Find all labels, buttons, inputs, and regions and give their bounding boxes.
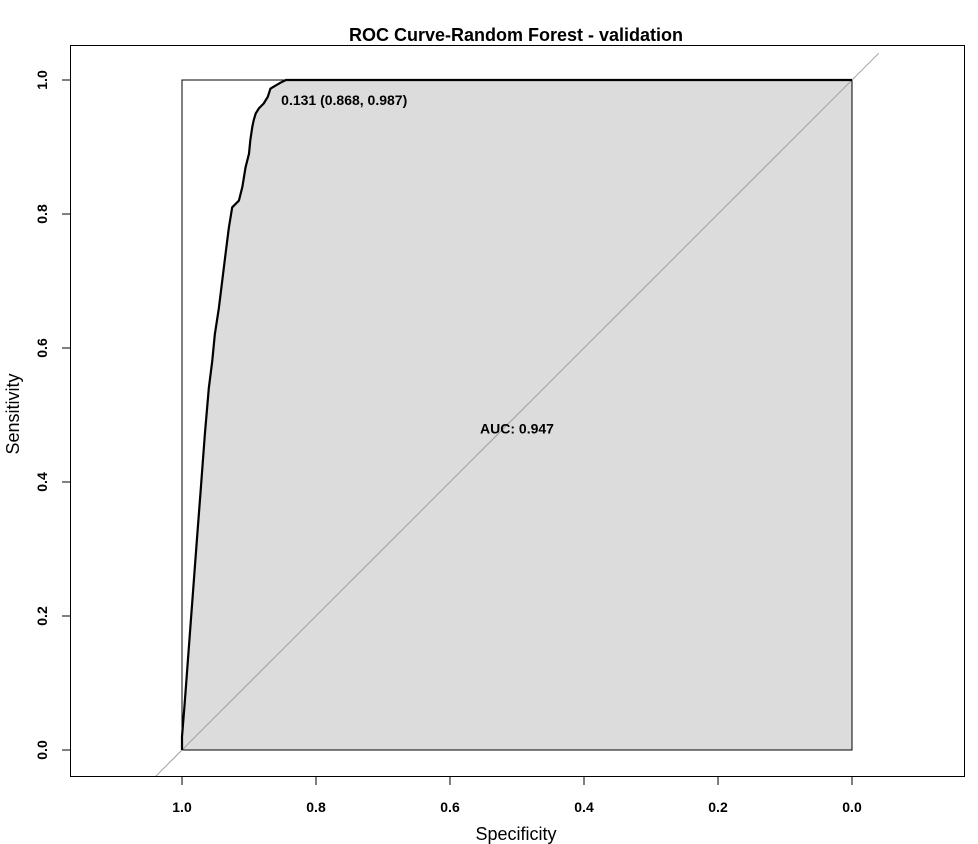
y-axis-title: Sensitivity bbox=[3, 373, 23, 454]
chance-diagonal bbox=[154, 52, 880, 778]
y-tick-label: 0.2 bbox=[34, 606, 50, 626]
x-tick-label: 0.2 bbox=[708, 799, 728, 815]
y-tick-label: 1.0 bbox=[34, 70, 50, 90]
roc-curve bbox=[180, 78, 852, 750]
annotations: 0.131 (0.868, 0.987) AUC: 0.947 bbox=[281, 92, 554, 436]
x-tick-label: 0.0 bbox=[842, 799, 862, 815]
x-tick-label: 0.8 bbox=[306, 799, 326, 815]
chart-title: ROC Curve-Random Forest - validation bbox=[349, 25, 683, 45]
x-tick-label: 0.6 bbox=[440, 799, 460, 815]
auc-label: AUC: 0.947 bbox=[480, 420, 554, 436]
diagonal-layer bbox=[154, 52, 880, 778]
roc-curve-layer bbox=[180, 78, 852, 750]
y-tick-label: 0.8 bbox=[34, 204, 50, 224]
y-tick-label: 0.4 bbox=[34, 472, 50, 492]
x-axis: 1.0 0.8 0.6 0.4 0.2 0.0 bbox=[172, 777, 862, 815]
y-tick-label: 0.0 bbox=[34, 740, 50, 760]
y-axis: 0.0 0.2 0.4 0.6 0.8 1.0 bbox=[34, 70, 70, 760]
best-threshold-label: 0.131 (0.868, 0.987) bbox=[281, 92, 407, 108]
x-tick-label: 0.4 bbox=[574, 799, 594, 815]
y-tick-label: 0.6 bbox=[34, 338, 50, 358]
x-axis-title: Specificity bbox=[475, 824, 556, 844]
plot-frame bbox=[70, 45, 965, 777]
x-tick-label: 1.0 bbox=[172, 799, 192, 815]
